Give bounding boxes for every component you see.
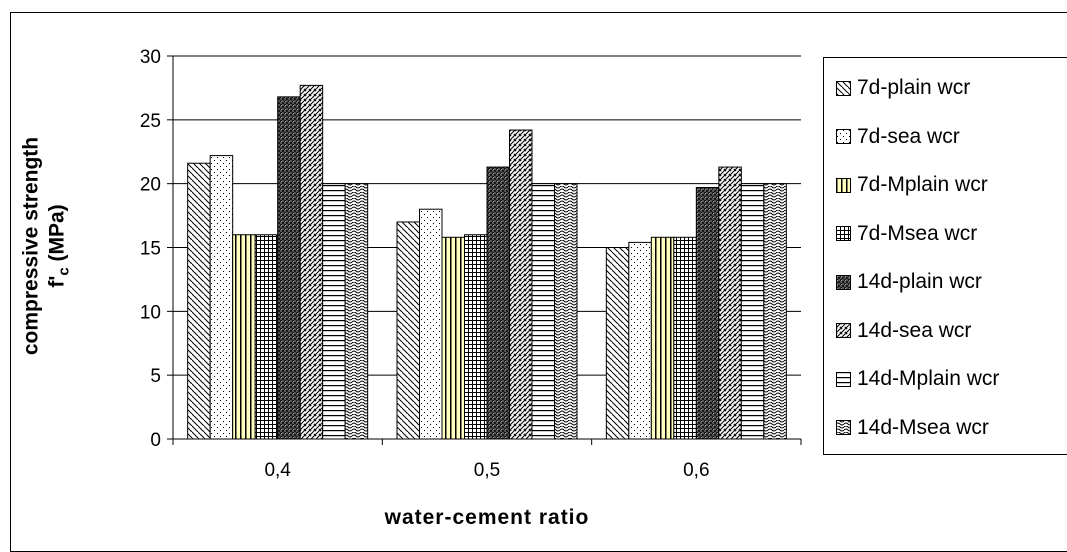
legend-item: 14d-Mplain wcr (836, 367, 999, 391)
legend-item: 7d-sea wcr (836, 125, 960, 149)
legend-item: 14d-plain wcr (836, 270, 982, 294)
legend-swatch-rect (836, 177, 851, 193)
bar-7d-sea-wcr (209, 155, 234, 440)
y-tick-label: 5 (150, 366, 161, 387)
bar-7d-plain-wcr (187, 162, 211, 440)
y-tick-label: 20 (140, 175, 161, 196)
legend-label: 7d-Mplain wcr (857, 173, 988, 196)
legend-item: 7d-plain wcr (836, 76, 970, 100)
legend-label: 7d-plain wcr (857, 76, 971, 99)
x-tick-label: 0,6 (683, 460, 709, 481)
legend-label: 7d-sea wcr (857, 124, 960, 148)
y-tick-label: 15 (140, 239, 161, 260)
bar-14d-plain-wcr (486, 166, 510, 440)
x-tick-label: 0,5 (474, 460, 500, 481)
legend-swatch-rect (836, 226, 851, 241)
y-tick-label: 25 (140, 111, 161, 132)
bar-14d-plain-wcr (277, 96, 301, 440)
x-axis-label: water-cement ratio (384, 506, 590, 529)
bar-14d-mplain-wcr (531, 183, 555, 440)
chart-plot: 0 5 10 15 20 25 30 0,4 0,5 0,6 (140, 47, 802, 481)
legend-label: 7d-Msea wcr (857, 221, 978, 245)
bar-7d-plain-wcr (396, 221, 420, 440)
legend-swatch (836, 226, 851, 241)
x-tick-label: 0,4 (264, 460, 291, 481)
legend-swatch (836, 371, 851, 387)
legend-swatch (836, 80, 851, 96)
y-tick-label: 30 (140, 47, 161, 68)
y-tick-label: 0 (150, 430, 161, 451)
legend-swatch (836, 323, 851, 338)
legend-swatch (836, 129, 851, 144)
bar-14d-sea-wcr (718, 166, 742, 440)
legend: 7d-plain wcr 7d-sea wcr 7d-Mplain wcr 7d-Ms… (823, 57, 1067, 455)
bar-7d-msea-wcr (673, 236, 697, 440)
y-tick-label: 10 (140, 302, 161, 323)
legend-swatch (836, 177, 851, 193)
bar-14d-msea-wcr (554, 183, 578, 440)
y-axis-label-line2: f'c (MPa) (45, 204, 73, 288)
bar-14d-msea-wcr (344, 183, 369, 440)
legend-item: 14d-sea wcr (836, 319, 971, 343)
legend-item: 7d-Mplain wcr (836, 173, 988, 197)
bar-14d-mplain-wcr (740, 183, 765, 440)
bar-14d-mplain-wcr (322, 183, 346, 440)
legend-item: 14d-Msea wcr (836, 416, 989, 440)
bar-14d-sea-wcr (299, 84, 324, 440)
bar-7d-sea-wcr (419, 208, 443, 440)
bar-7d-mplain-wcr (650, 236, 675, 440)
legend-swatch-rect (836, 323, 851, 338)
legend-swatch-rect (836, 129, 851, 144)
bar-7d-sea-wcr (628, 241, 652, 440)
legend-swatch (836, 274, 851, 290)
bar-14d-sea-wcr (509, 129, 533, 440)
legend-swatch-rect (836, 371, 851, 387)
legend-label: 14d-Msea wcr (857, 415, 989, 439)
y-axis-label-line1: compressive strength (19, 136, 43, 356)
legend-label: 14d-sea wcr (857, 318, 972, 342)
bar-14d-msea-wcr (763, 183, 787, 440)
bar-7d-mplain-wcr (232, 234, 256, 440)
legend-label: 14d-plain wcr (857, 270, 982, 293)
legend-swatch-rect (836, 274, 851, 290)
legend-swatch-rect (836, 80, 851, 96)
bar-7d-msea-wcr (254, 234, 279, 440)
legend-swatch (836, 420, 851, 435)
bar-7d-plain-wcr (605, 247, 630, 440)
legend-swatch-rect (836, 420, 851, 435)
legend-label: 14d-Mplain wcr (857, 367, 1000, 390)
bar-7d-mplain-wcr (441, 236, 465, 440)
bar-7d-msea-wcr (464, 234, 488, 440)
legend-item: 7d-Msea wcr (836, 222, 977, 246)
bar-14d-plain-wcr (695, 186, 720, 440)
